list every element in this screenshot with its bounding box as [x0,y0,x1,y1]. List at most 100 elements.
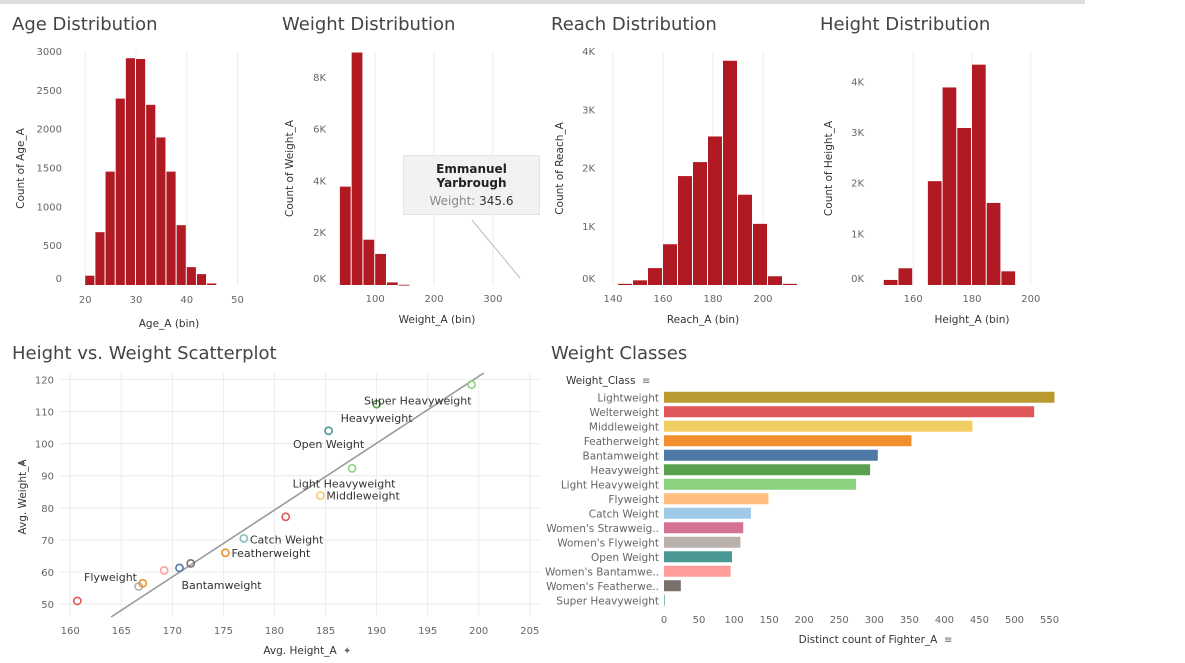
scatter-point [372,399,381,409]
scatter-point-label: Catch Weight [250,533,324,546]
weight-bar [363,239,375,285]
reach-y-tick-label: 2K [582,164,595,175]
scatter-y-tick-label: 120 [35,375,54,386]
age-x-tick-label: 50 [231,295,244,306]
weight-class-label: Super Heavyweight [556,595,659,607]
classes-x-tick-label: 550 [1040,615,1059,626]
classes-x-tick-label: 200 [795,615,814,626]
age-y-tick-label: 0 [56,274,62,285]
tooltip-weight: Weight: 345.6 [429,194,514,208]
reach-y-tick-label: 3K [582,105,595,116]
reach-bar [723,60,737,285]
height-bar [927,181,942,285]
age-bar [115,98,125,285]
scatter-point [316,491,325,501]
height-bar [942,87,957,286]
age-bar [196,274,207,285]
scatter-y-tick-label: 100 [35,440,54,451]
age-bar [146,104,156,286]
weight-class-label: Catch Weight [589,508,659,520]
height-x-tick-label: 180 [962,294,981,305]
scatter-point-label: Featherweight [231,547,311,560]
reach-bar [708,136,722,285]
scatter-point [467,380,476,389]
weight-y-tick-label: 6K [313,125,326,136]
weight-class-bar [664,594,665,606]
age-bar [186,267,196,285]
scatter-point [347,463,357,473]
age-y-axis-label: Count of Age_A [15,127,27,209]
reach-y-tick-label: 1K [582,222,595,233]
age-y-tick-label: 1500 [37,164,62,175]
scatter-x-tick-label: 195 [418,626,437,637]
weight-class-bar [664,391,1055,403]
weight-x-axis-label: Weight_A (bin) [399,314,476,326]
classes-x-tick-label: 150 [760,615,779,626]
scatter-x-tick-label: 170 [163,626,182,637]
reach-bar [738,194,752,285]
weight-y-tick-label: 2K [313,228,326,239]
tooltip-leader-line [471,219,521,279]
scatter-point [324,426,333,436]
reach-x-tick-label: 160 [653,294,672,305]
age-x-tick-label: 30 [130,295,143,306]
classes-x-tick-label: 350 [900,615,919,626]
weight-class-label: Women's Strawweig.. [546,523,659,535]
sort-icon: ≡ [944,635,952,646]
classes-x-tick-label: 0 [661,615,667,626]
reach-x-axis-label: Reach_A (bin) [667,314,739,326]
reach-bar [633,280,647,285]
height-y-axis-label: Count of Height_A [823,120,835,216]
age-bar [136,58,146,285]
weight-class-label: Featherweight [584,436,659,448]
scatter-x-axis-label: Avg. Height_A [263,645,337,657]
reach-x-tick-label: 140 [603,294,622,305]
scatter-y-tick-label: 70 [41,536,54,547]
scatter-point-label: Bantamweight [181,579,262,592]
weight-class-label: Women's Bantamwe.. [545,566,659,578]
reach-y-tick-label: 0K [582,274,595,285]
age-y-tick-label: 2000 [37,125,62,136]
weight-class-label: Bantamweight [583,450,659,462]
age-chart-title: Age Distribution [12,14,158,35]
scatter-trend-line [110,372,485,618]
scatter-point [159,566,169,575]
age-x-axis-label: Age_A (bin) [139,318,200,330]
age-x-tick-label: 20 [79,295,92,306]
height-y-tick-label: 0K [851,274,864,285]
scatter-point [138,578,148,588]
height-bar [957,127,971,285]
weight-bar [398,284,410,286]
weight-class-bar [664,565,731,577]
age-bar [85,275,95,285]
reach-bar [693,162,707,285]
reach-x-tick-label: 200 [753,294,772,305]
scatter-y-tick-label: 60 [41,568,54,579]
age-bar [176,225,186,285]
weight-class-bar [664,406,1035,418]
reach-chart-title: Reach Distribution [551,14,717,35]
weight-class-label: Women's Flyweight [557,537,659,549]
height-bar [986,202,1001,285]
age-bar [207,283,217,285]
reach-x-tick-label: 180 [703,294,722,305]
scatter-point-label: Super Heavyweight [364,395,472,408]
scatter-y-axis-label: Avg. Weight_A [17,459,29,535]
scatter-point-label: Open Weight [293,438,365,451]
height-x-tick-label: 160 [904,294,923,305]
scatter-y-tick-label: 110 [35,408,54,419]
weight-class-bar [664,464,871,476]
height-y-tick-label: 4K [851,77,864,88]
scatter-y-tick-label: 50 [41,600,54,611]
weight-class-label: Lightweight [597,392,659,404]
reach-y-axis-label: Count of Reach_A [554,121,566,214]
weight-y-tick-label: 8K [313,73,326,84]
reach-bar [678,176,692,285]
scatter-point [239,533,249,543]
top-border [0,0,1085,4]
age-bar [166,171,176,285]
weight-class-label: Welterweight [590,407,659,419]
height-bar [883,279,898,285]
height-chart-title: Height Distribution [820,14,991,35]
